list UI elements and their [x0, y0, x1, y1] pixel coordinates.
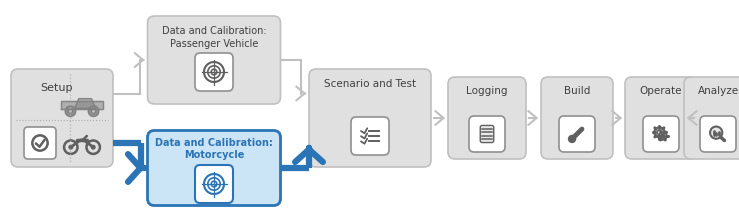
FancyBboxPatch shape [469, 116, 505, 152]
FancyBboxPatch shape [351, 117, 389, 155]
Circle shape [92, 145, 95, 149]
FancyBboxPatch shape [24, 127, 56, 159]
FancyBboxPatch shape [625, 77, 697, 159]
FancyBboxPatch shape [700, 116, 736, 152]
Circle shape [657, 130, 661, 135]
Text: Analyze: Analyze [698, 86, 738, 96]
Circle shape [569, 136, 575, 142]
Polygon shape [75, 99, 95, 108]
FancyBboxPatch shape [448, 77, 526, 159]
Text: Scenario and Test: Scenario and Test [324, 79, 416, 89]
FancyBboxPatch shape [195, 53, 233, 91]
FancyBboxPatch shape [195, 165, 233, 203]
Circle shape [654, 127, 664, 138]
Text: Passenger Vehicle: Passenger Vehicle [170, 39, 258, 49]
Circle shape [88, 106, 99, 117]
FancyBboxPatch shape [643, 116, 679, 152]
FancyBboxPatch shape [480, 125, 494, 143]
FancyBboxPatch shape [11, 69, 113, 167]
Circle shape [659, 132, 667, 140]
Circle shape [710, 127, 722, 139]
Text: Motorcycle: Motorcycle [184, 151, 244, 161]
Text: Logging: Logging [466, 86, 508, 96]
Text: Data and Calibration:: Data and Calibration: [155, 138, 273, 148]
FancyBboxPatch shape [541, 77, 613, 159]
Polygon shape [61, 101, 103, 108]
Circle shape [65, 106, 75, 117]
Circle shape [68, 109, 72, 113]
Text: Operate: Operate [640, 86, 682, 96]
Text: Build: Build [564, 86, 590, 96]
Circle shape [661, 134, 664, 138]
Text: Setup: Setup [40, 83, 72, 93]
Circle shape [92, 109, 95, 113]
Circle shape [69, 145, 72, 149]
FancyBboxPatch shape [148, 16, 281, 104]
FancyBboxPatch shape [559, 116, 595, 152]
FancyBboxPatch shape [148, 130, 281, 205]
FancyBboxPatch shape [684, 77, 739, 159]
FancyBboxPatch shape [309, 69, 431, 167]
Text: Data and Calibration:: Data and Calibration: [162, 26, 266, 36]
